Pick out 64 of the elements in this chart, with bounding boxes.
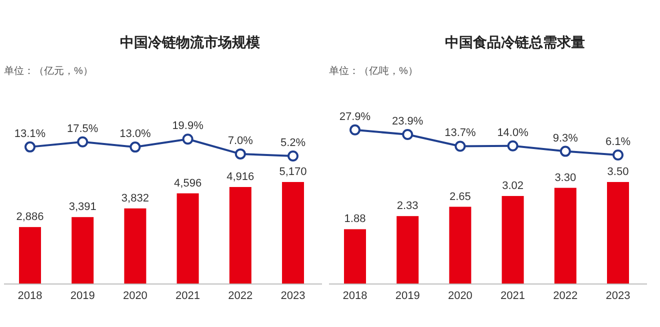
data-label: 13.0% [120, 128, 152, 140]
bar [124, 208, 146, 284]
data-label: 3,391 [68, 201, 96, 214]
data-label: 1.88 [344, 213, 366, 226]
chart-title: 中国冷链物流市场规模 [120, 34, 261, 50]
data-label: 3.50 [607, 166, 629, 178]
text: 单位：（亿元，%） [4, 65, 93, 77]
point [560, 146, 571, 157]
point [182, 134, 194, 145]
chart-title: 中国食品冷链总需求量 [445, 34, 585, 50]
bar [607, 182, 629, 284]
bar [229, 187, 252, 284]
data-label: 7.0% [228, 134, 254, 147]
x-tick-label: 2019 [70, 290, 95, 302]
data-label: 2.65 [449, 190, 471, 203]
data-label: 19.9% [172, 120, 204, 132]
data-label: 14.0% [497, 126, 529, 139]
x-tick-label: 2018 [18, 290, 42, 302]
x-tick-label: 2022 [553, 290, 578, 302]
x-tick-label: 2023 [280, 290, 306, 302]
data-label: 2.33 [396, 200, 418, 212]
x-tick-label: 2020 [448, 290, 472, 302]
bar [502, 196, 524, 284]
point [612, 149, 624, 160]
bar [72, 217, 94, 284]
bar [449, 206, 472, 284]
bar [176, 193, 199, 284]
data-label: 3.02 [502, 180, 524, 192]
bar [396, 216, 419, 284]
data-label: 5.2% [280, 137, 306, 150]
data-label: 4,596 [174, 177, 202, 190]
point [234, 148, 246, 160]
data-label: 2,886 [16, 211, 44, 224]
text: 单位：（亿吨，%） [329, 65, 418, 77]
point [402, 129, 414, 140]
data-label: 6.1% [605, 136, 631, 148]
x-tick-label: 2022 [228, 290, 253, 302]
bar [554, 188, 576, 284]
point [130, 142, 141, 153]
point [288, 150, 298, 162]
x-tick-label: 2021 [500, 290, 526, 302]
point [77, 136, 88, 148]
x-tick-label: 2020 [122, 290, 148, 302]
data-label: 23.9% [392, 116, 424, 128]
data-label: 9.3% [552, 132, 578, 144]
x-tick-label: 2023 [606, 290, 630, 302]
bar [19, 227, 41, 284]
point [24, 141, 36, 152]
data-label: 5,170 [279, 166, 307, 178]
data-label: 13.7% [444, 127, 476, 140]
data-label: 27.9% [339, 110, 371, 123]
x-tick-label: 2018 [342, 290, 368, 302]
x-tick-label: 2019 [395, 290, 420, 302]
point [507, 140, 518, 152]
point [454, 140, 466, 152]
x-tick-label: 2021 [176, 290, 200, 302]
data-label: 4,916 [226, 171, 254, 184]
data-label: 3,832 [121, 192, 149, 204]
bar [282, 182, 304, 284]
data-label: 3.30 [554, 172, 576, 184]
bar [344, 229, 366, 284]
data-label: 13.1% [14, 128, 46, 140]
data-label: 17.5% [67, 122, 98, 135]
point [350, 124, 360, 136]
